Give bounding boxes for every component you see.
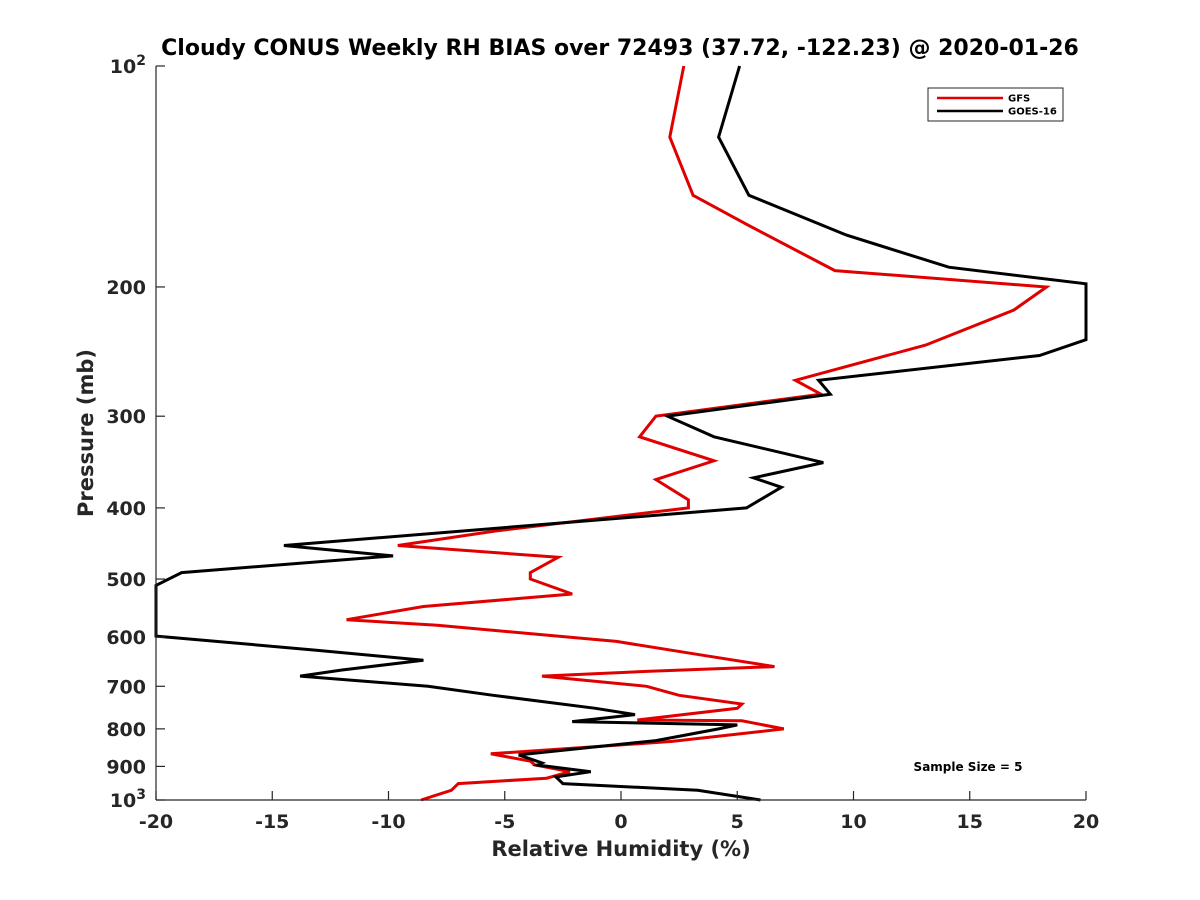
legend-label-goes-16: GOES-16 xyxy=(1008,107,1057,118)
x-tick-label: -5 xyxy=(494,811,515,833)
y-tick-label: 600 xyxy=(106,627,146,649)
x-tick-label: -20 xyxy=(139,811,173,833)
legend: GFS GOES-16 xyxy=(927,87,1064,122)
x-tick-label: 5 xyxy=(731,811,744,833)
x-tick-label: 10 xyxy=(840,811,866,833)
y-tick-base: 900 xyxy=(106,756,146,778)
y-tick-label: 102 xyxy=(110,53,146,78)
x-tick-label: -15 xyxy=(255,811,289,833)
x-tick-label: -10 xyxy=(371,811,405,833)
y-tick-label: 200 xyxy=(106,277,146,299)
x-axis-label: Relative Humidity (%) xyxy=(491,837,750,861)
y-axis-label: Pressure (mb) xyxy=(74,349,98,517)
y-tick-label: 300 xyxy=(106,406,146,428)
y-tick-label: 400 xyxy=(106,498,146,520)
legend-label-gfs: GFS xyxy=(1008,94,1030,105)
y-tick-exponent: 3 xyxy=(136,787,146,803)
chart-title: Cloudy CONUS Weekly RH BIAS over 72493 (… xyxy=(161,36,1079,61)
y-tick-base: 200 xyxy=(106,277,146,299)
y-tick-label: 700 xyxy=(106,676,146,698)
y-tick-label: 103 xyxy=(110,787,146,812)
y-tick-base: 700 xyxy=(106,676,146,698)
y-tick-base: 400 xyxy=(106,498,146,520)
y-tick-label: 800 xyxy=(106,719,146,741)
y-tick-base: 10 xyxy=(110,790,136,812)
x-tick-group: -20 -15 -10 -5 0 5 10 15 20 xyxy=(139,791,1099,833)
y-tick-label: 900 xyxy=(106,756,146,778)
y-tick-base: 800 xyxy=(106,719,146,741)
y-tick-base: 600 xyxy=(106,627,146,649)
x-tick-label: 15 xyxy=(957,811,983,833)
y-tick-base: 300 xyxy=(106,406,146,428)
sample-size-annotation: Sample Size = 5 xyxy=(914,760,1023,774)
x-tick-label: 0 xyxy=(614,811,627,833)
y-tick-exponent: 2 xyxy=(136,53,146,69)
x-tick-label: 20 xyxy=(1073,811,1099,833)
plot-area xyxy=(156,66,1086,800)
y-tick-base: 500 xyxy=(106,569,146,591)
y-tick-base: 10 xyxy=(110,56,136,78)
legend-box xyxy=(927,87,1064,122)
y-tick-label: 500 xyxy=(106,569,146,591)
